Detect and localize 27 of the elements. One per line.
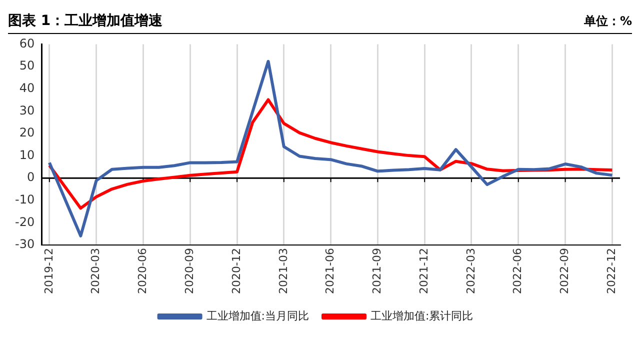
x-tick-label: 2021-06 (324, 248, 337, 294)
x-tick-label: 2019-12 (42, 248, 56, 294)
y-tick-label: 0 (26, 170, 35, 184)
x-tick-label: 2020-09 (182, 248, 196, 294)
chart-title: 图表 1：工业增加值增速 (8, 12, 163, 30)
x-tick-label: 2022-03 (464, 248, 478, 294)
x-tick-label: 2020-06 (136, 248, 150, 294)
y-tick-label: -30 (14, 237, 35, 252)
x-tick-label: 2021-09 (370, 248, 384, 294)
y-tick-label: 20 (19, 126, 35, 140)
x-tick-label: 2022-09 (558, 248, 572, 294)
legend-label: 工业增加值:当月同比 (206, 309, 310, 322)
y-tick-label: 40 (19, 80, 35, 95)
y-tick-label: -10 (14, 192, 35, 207)
y-tick-label: -20 (14, 214, 35, 229)
x-tick-label: 2022-06 (511, 248, 524, 294)
y-tick-label: 10 (19, 148, 35, 162)
y-tick-label: 60 (19, 36, 35, 50)
y-tick-label: 30 (19, 103, 35, 118)
y-tick-label: 50 (19, 58, 35, 73)
x-tick-label: 2021-03 (276, 248, 290, 294)
x-tick-label: 2020-12 (230, 248, 243, 294)
text: 单位：% (584, 13, 632, 30)
x-tick-label: 2020-03 (89, 248, 102, 294)
x-tick-label: 2021-12 (417, 248, 430, 294)
legend-label: 工业增加值:累计同比 (370, 309, 474, 322)
x-tick-label: 2022-12 (605, 248, 618, 294)
